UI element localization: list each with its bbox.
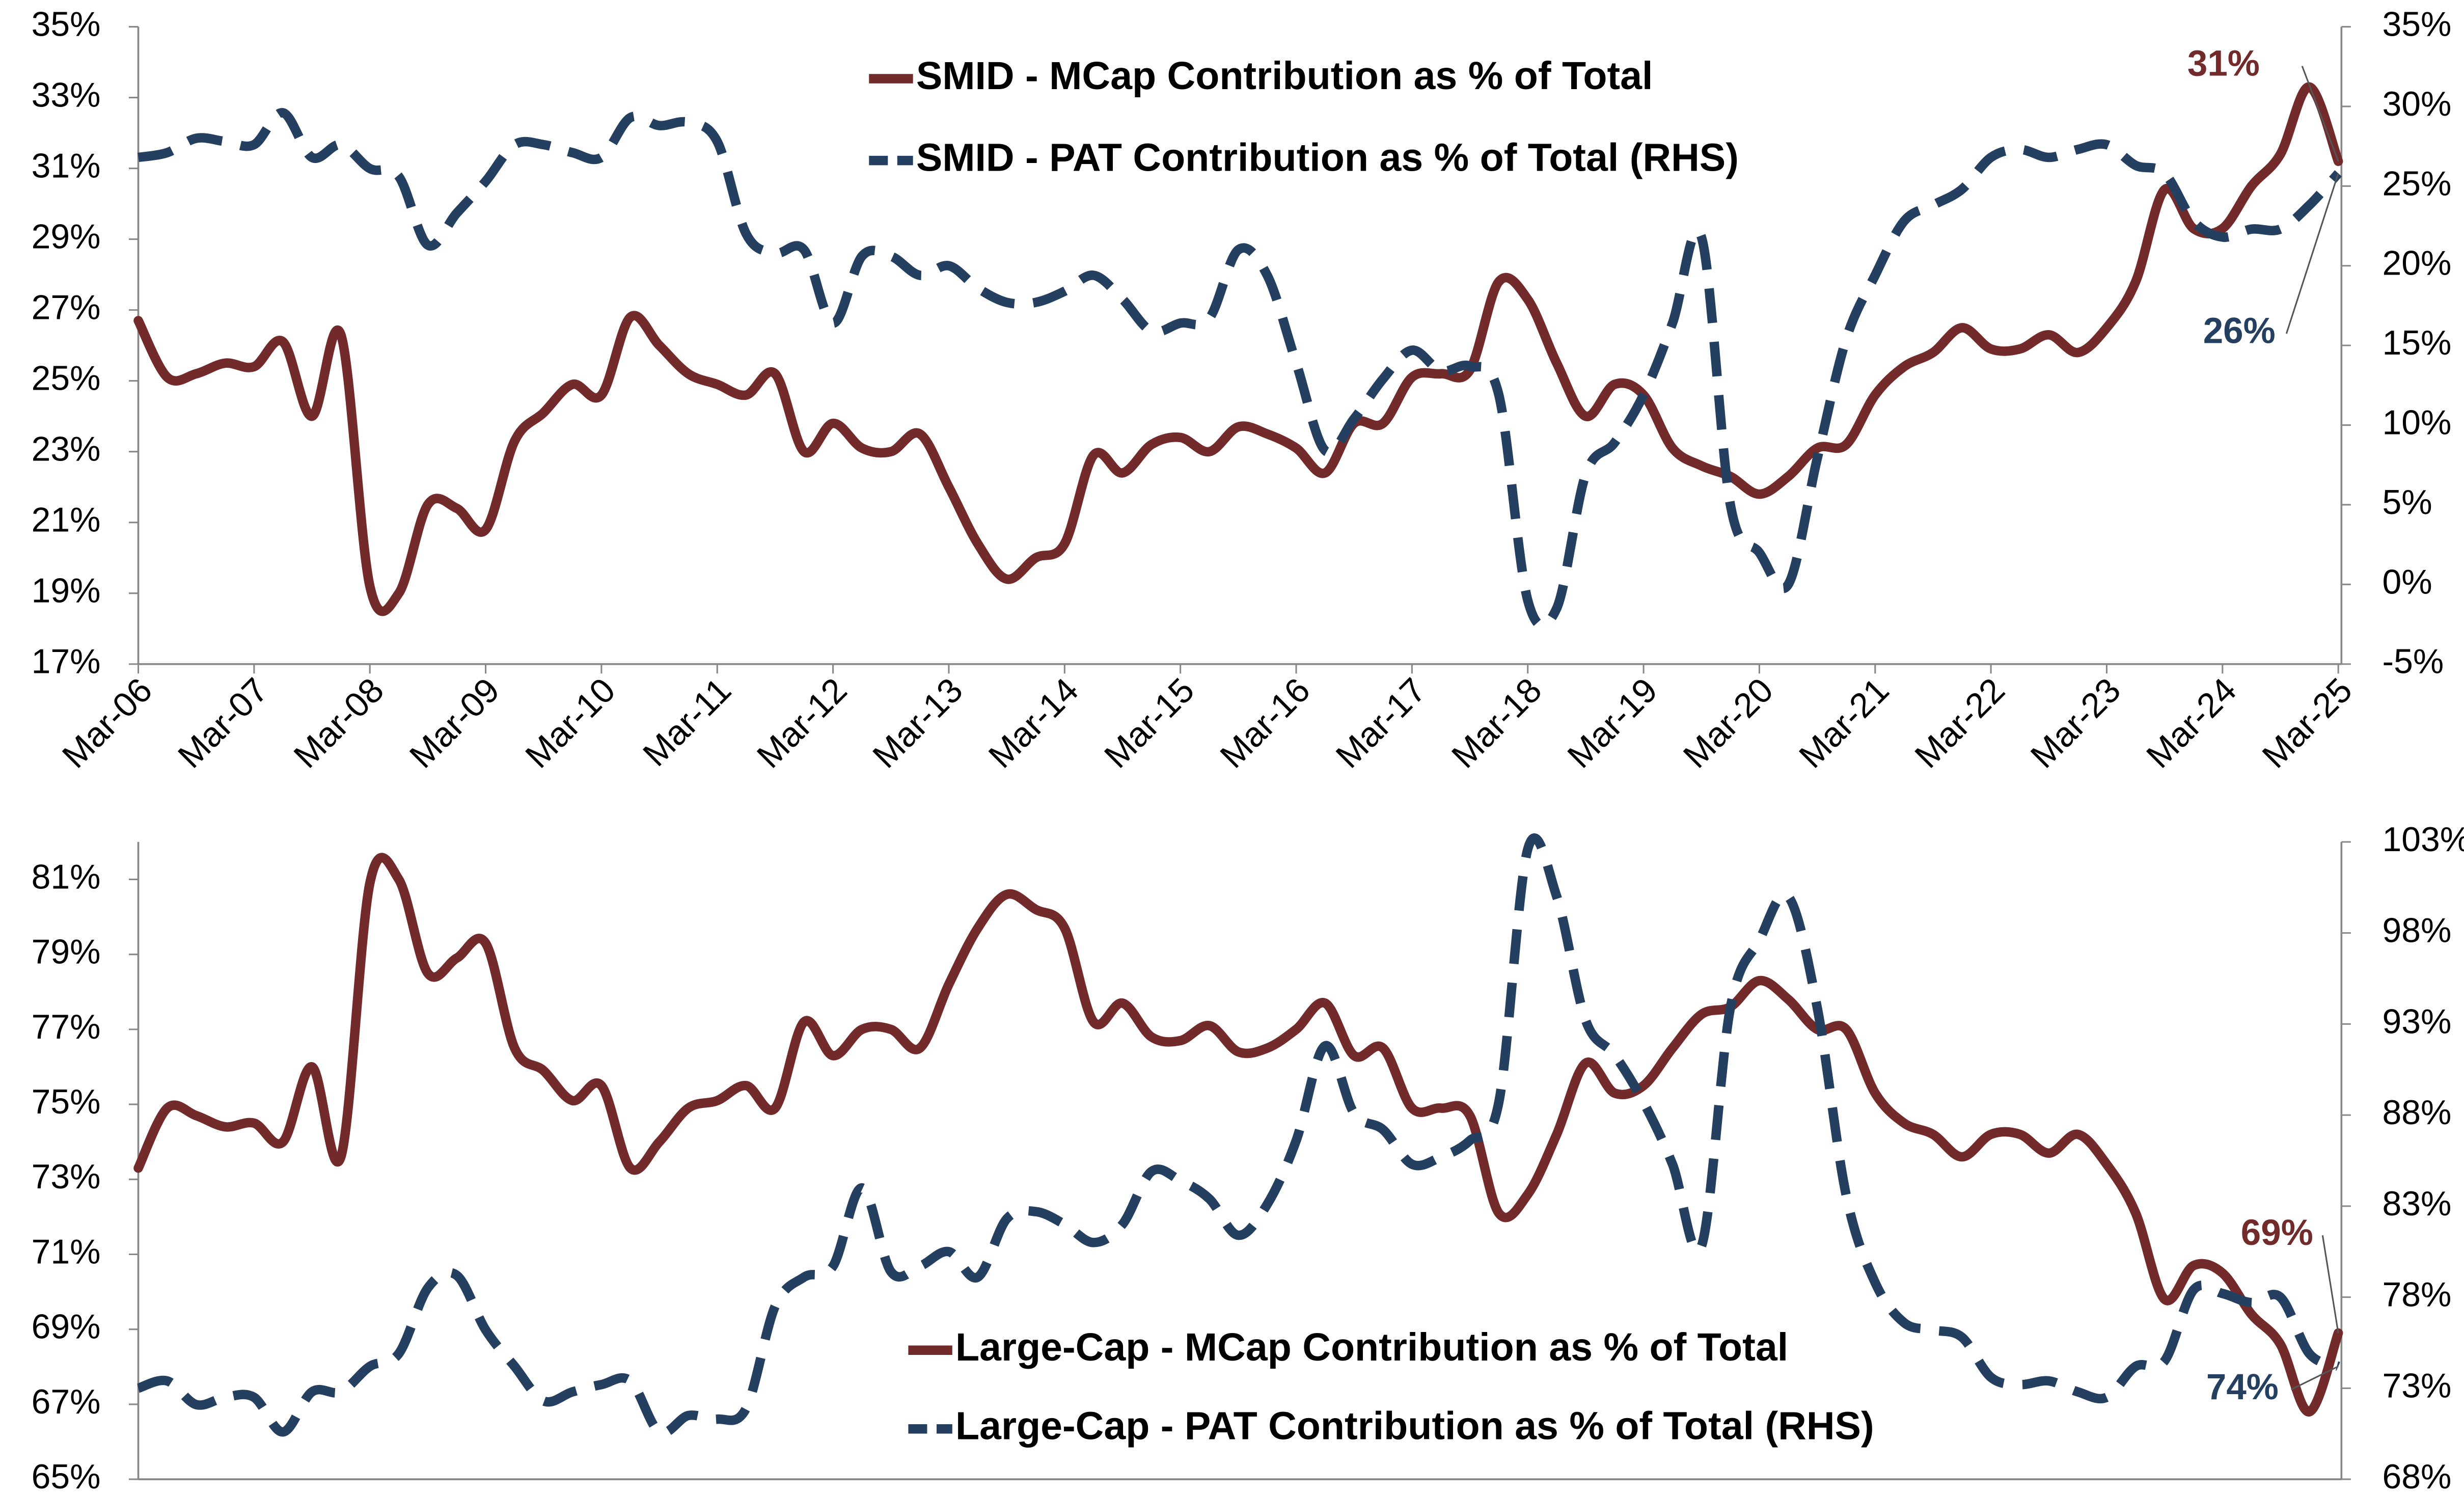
x-tick-label: Mar-15 — [1097, 671, 1201, 775]
legend-label: Large-Cap - PAT Contribution as % of Tot… — [955, 1404, 1874, 1448]
x-tick-label: Mar-12 — [750, 671, 854, 775]
y2-tick-label: 30% — [2383, 85, 2452, 123]
y-tick-label: 33% — [32, 76, 101, 114]
y2-tick-label: 88% — [2383, 1094, 2452, 1132]
y2-tick-label: 35% — [2383, 5, 2452, 43]
y-tick-label: 77% — [32, 1008, 101, 1046]
x-tick-label: Mar-08 — [287, 671, 391, 775]
y-tick-label: 75% — [32, 1083, 101, 1121]
x-tick-label: Mar-24 — [2140, 671, 2244, 775]
y2-tick-label: 73% — [2383, 1367, 2452, 1405]
y-tick-label: 81% — [32, 858, 101, 896]
end-label: 74% — [2206, 1367, 2279, 1407]
y2-tick-label: 0% — [2383, 563, 2432, 601]
y-tick-label: 73% — [32, 1158, 101, 1196]
y2-tick-label: 15% — [2383, 324, 2452, 362]
y-tick-label: 69% — [32, 1308, 101, 1346]
legend-label: SMID - PAT Contribution as % of Total (R… — [916, 135, 1739, 179]
end-label: 31% — [2187, 43, 2260, 84]
line-series — [133, 853, 2343, 1417]
x-tick-label: Mar-09 — [402, 671, 507, 775]
leader-line — [2290, 1366, 2339, 1391]
leader-line — [2301, 66, 2339, 162]
y-tick-label: 65% — [32, 1458, 101, 1495]
leader-line — [2285, 173, 2339, 334]
x-tick-label: Mar-16 — [1213, 671, 1318, 775]
line-series — [133, 82, 2343, 616]
y2-tick-label: 68% — [2383, 1458, 2452, 1495]
x-tick-label: Mar-07 — [171, 671, 276, 775]
y2-tick-label: 25% — [2383, 165, 2452, 203]
y2-tick-label: 83% — [2383, 1185, 2452, 1223]
x-tick-label: Mar-20 — [1676, 671, 1781, 775]
x-tick-label: Mar-19 — [1560, 671, 1665, 775]
end-label: 69% — [2241, 1213, 2313, 1253]
line-series — [136, 833, 2340, 1438]
x-tick-label: Mar-21 — [1792, 671, 1897, 775]
x-tick-label: Mar-22 — [1908, 671, 2012, 775]
legend-label: Large-Cap - MCap Contribution as % of To… — [955, 1325, 1788, 1369]
leader-line — [2321, 1235, 2339, 1334]
x-tick-label: Mar-13 — [866, 671, 970, 775]
y-tick-label: 23% — [32, 430, 101, 469]
y-tick-label: 19% — [32, 572, 101, 610]
y2-tick-label: 98% — [2383, 912, 2452, 950]
y2-tick-label: 20% — [2383, 244, 2452, 283]
y-tick-label: 25% — [32, 360, 101, 398]
y2-tick-label: 78% — [2383, 1276, 2452, 1314]
y-tick-label: 21% — [32, 501, 101, 539]
x-tick-label: Mar-17 — [1329, 671, 1433, 775]
y-tick-label: 79% — [32, 933, 101, 971]
y-tick-label: 71% — [32, 1233, 101, 1271]
line-series — [138, 108, 2342, 631]
x-tick-label: Mar-11 — [636, 671, 738, 774]
y-tick-label: 17% — [32, 643, 101, 681]
y-tick-label: 31% — [32, 147, 101, 185]
end-label: 26% — [2203, 311, 2276, 351]
y2-tick-label: 10% — [2383, 403, 2452, 442]
y-tick-label: 27% — [32, 289, 101, 327]
legend-label: SMID - MCap Contribution as % of Total — [916, 54, 1653, 98]
x-tick-label: Mar-14 — [981, 671, 1086, 775]
y-tick-label: 29% — [32, 218, 101, 256]
x-tick-label: Mar-25 — [2255, 671, 2360, 775]
y2-tick-label: 103% — [2383, 821, 2464, 859]
y-tick-label: 67% — [32, 1383, 101, 1421]
y2-tick-label: 93% — [2383, 1002, 2452, 1041]
x-tick-label: Mar-06 — [55, 671, 159, 775]
y2-tick-label: -5% — [2383, 643, 2444, 681]
x-tick-label: Mar-18 — [1445, 671, 1549, 775]
x-tick-label: Mar-10 — [518, 671, 623, 775]
x-tick-label: Mar-23 — [2023, 671, 2128, 775]
y-tick-label: 35% — [32, 5, 101, 43]
y2-tick-label: 5% — [2383, 483, 2432, 522]
